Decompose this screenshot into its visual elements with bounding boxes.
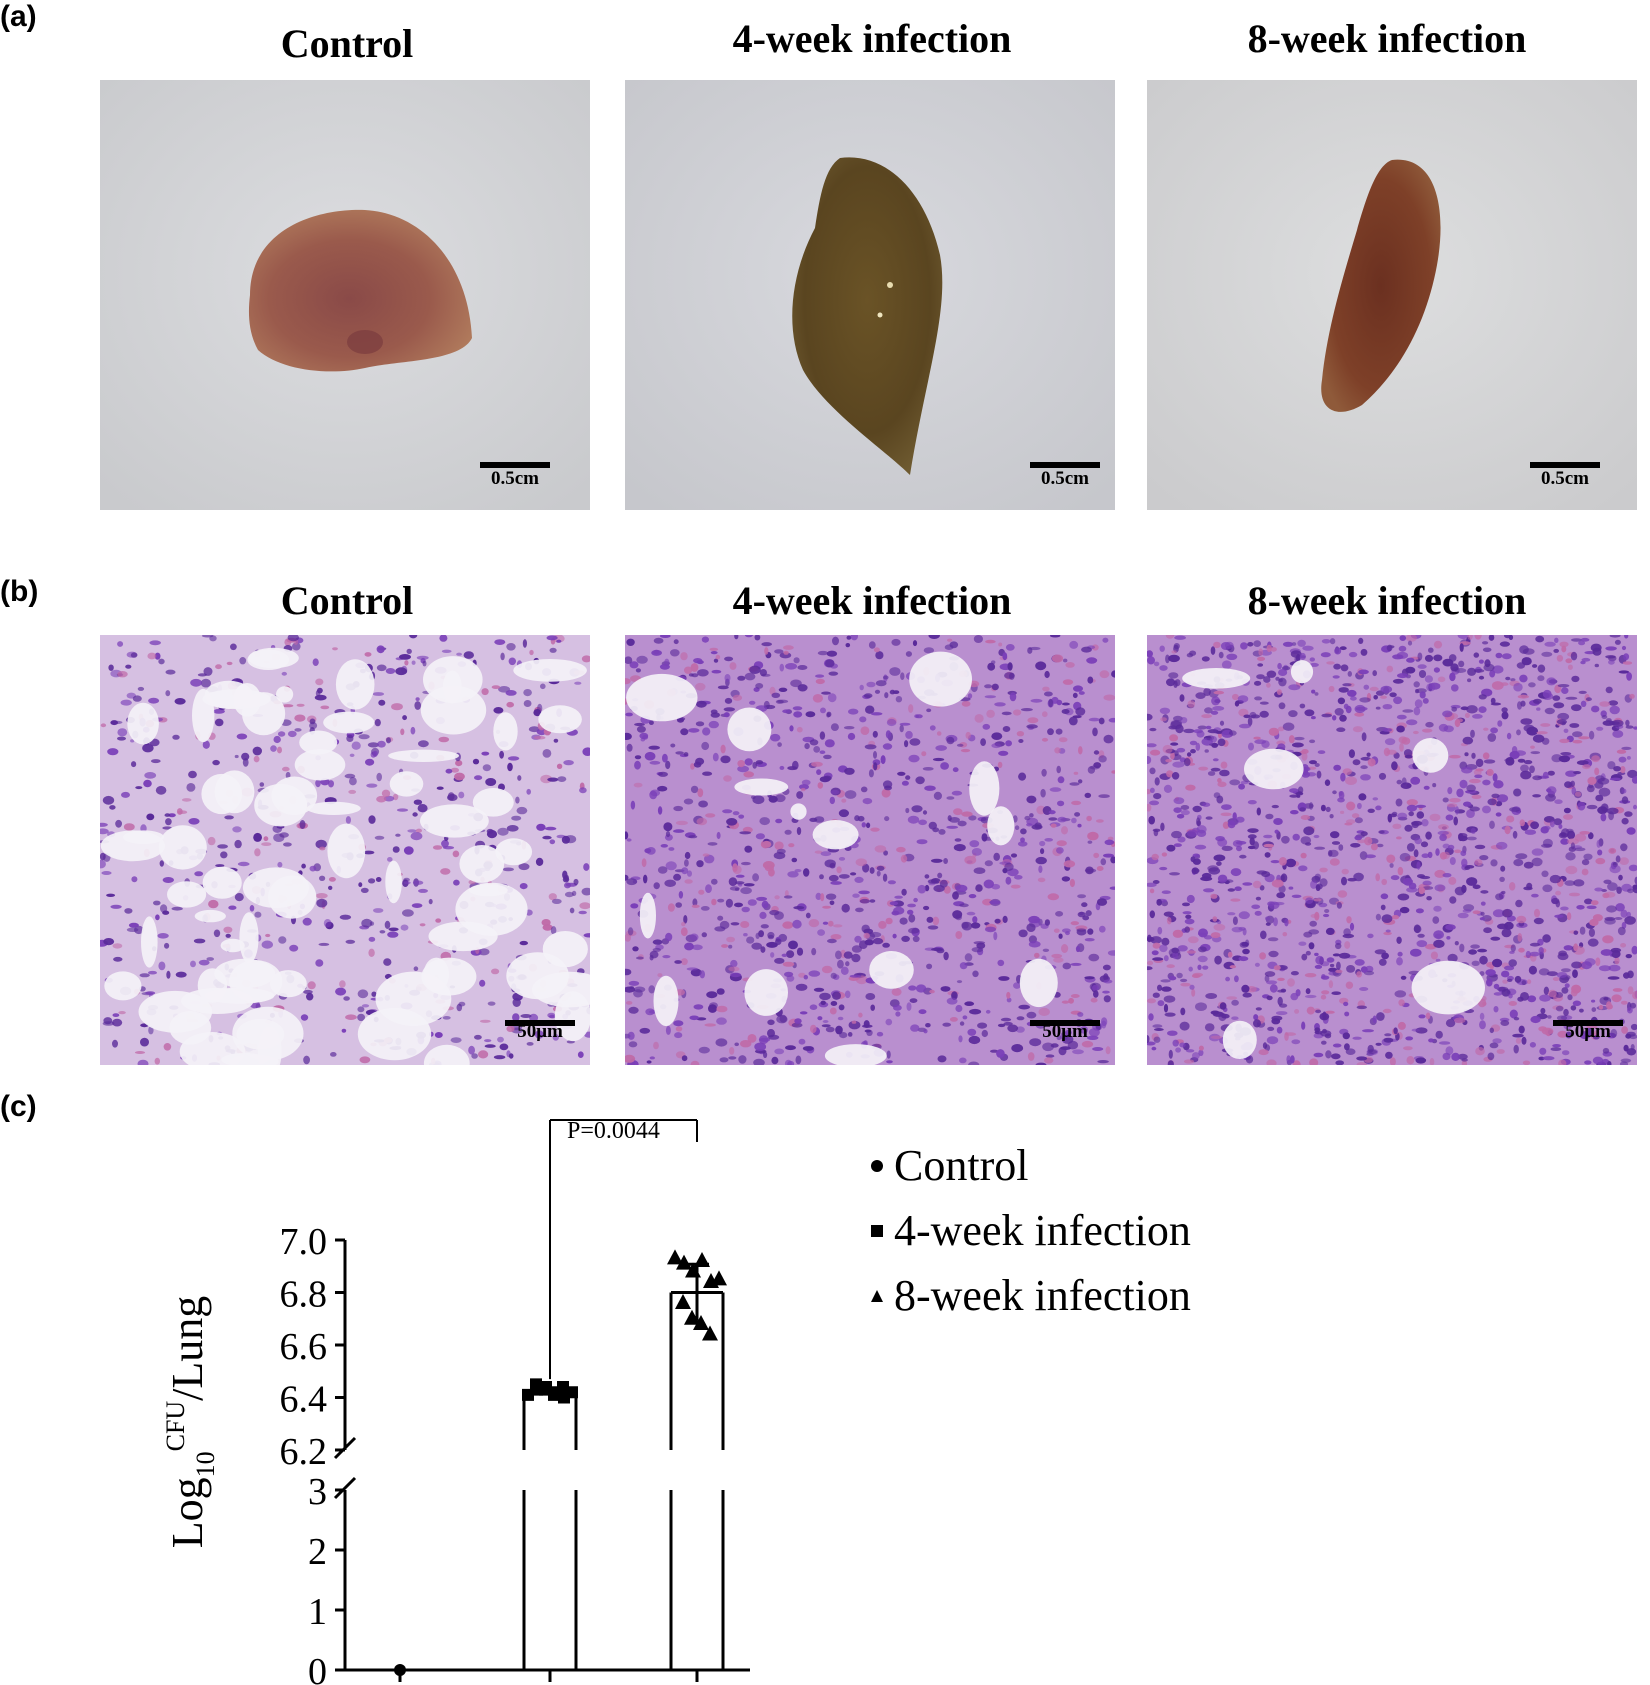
y-tick-label: 6.8 [280,1274,328,1316]
panel-label-c: (c) [0,1090,37,1123]
data-point [675,1294,691,1309]
lung-photo-4week [625,80,1115,510]
legend-item-4week: 4-week infection [866,1205,1191,1256]
legend-item-control: Control [866,1140,1028,1191]
scale-bar-b-control: 50μm [505,1020,575,1042]
panel-label-a: (a) [0,0,37,33]
y-tick-label: 2 [308,1531,327,1573]
data-point [684,1309,700,1325]
data-point [667,1249,683,1265]
title-b-4week: 4-week infection [732,578,1012,623]
y-tick-label: 7.0 [280,1221,328,1263]
scale-bar-a-4week: 0.5cm [1030,462,1100,489]
scale-bar-b-8week: 50μm [1553,1020,1623,1042]
triangle-marker-icon [866,1289,888,1303]
y-tick-label: 0 [308,1651,327,1685]
data-point [676,1254,692,1270]
axis-break-mark [333,1476,357,1500]
title-a-control: Control [280,21,414,66]
title-a-4week: 4-week infection [732,16,1012,61]
p-value-label: P=0.0044 [567,1118,660,1144]
scale-bar-a-control: 0.5cm [480,462,550,489]
y-tick-label: 3 [308,1471,327,1513]
histology-control [100,635,590,1065]
cfu-bar-chart: 0 1 2 36.2 6.4 6.6 6.8 7.0 Log10CFU/Lung [161,1119,750,1685]
lung-photo-control [100,80,590,510]
circle-marker-icon [866,1159,888,1173]
y-tick-label: 6.2 [280,1431,328,1473]
axis-break-mark [333,1436,357,1460]
histology-8week [1147,635,1637,1065]
panel-label-b: (b) [0,575,39,608]
y-tick-label: 6.4 [280,1379,328,1421]
lung-photo-8week [1147,80,1637,510]
y-tick-label: 6.6 [280,1326,328,1368]
y-tick-label: 1 [308,1591,327,1633]
scale-bar-a-8week: 0.5cm [1530,462,1600,489]
data-point [694,1252,710,1267]
title-b-control: Control [280,578,414,623]
scale-bar-b-4week: 50μm [1030,1020,1100,1042]
legend-item-8week: 8-week infection [866,1270,1191,1321]
data-point [685,1262,701,1278]
data-point [711,1270,727,1286]
title-b-8week: 8-week infection [1247,578,1527,623]
title-a-8week: 8-week infection [1247,16,1527,61]
data-point [702,1325,718,1341]
data-point [693,1315,709,1330]
histology-4week [625,635,1115,1065]
data-point [566,1386,578,1399]
square-marker-icon [866,1224,888,1238]
y-axis-label: Log10CFU/Lung [161,1296,220,1549]
data-point [394,1664,406,1676]
